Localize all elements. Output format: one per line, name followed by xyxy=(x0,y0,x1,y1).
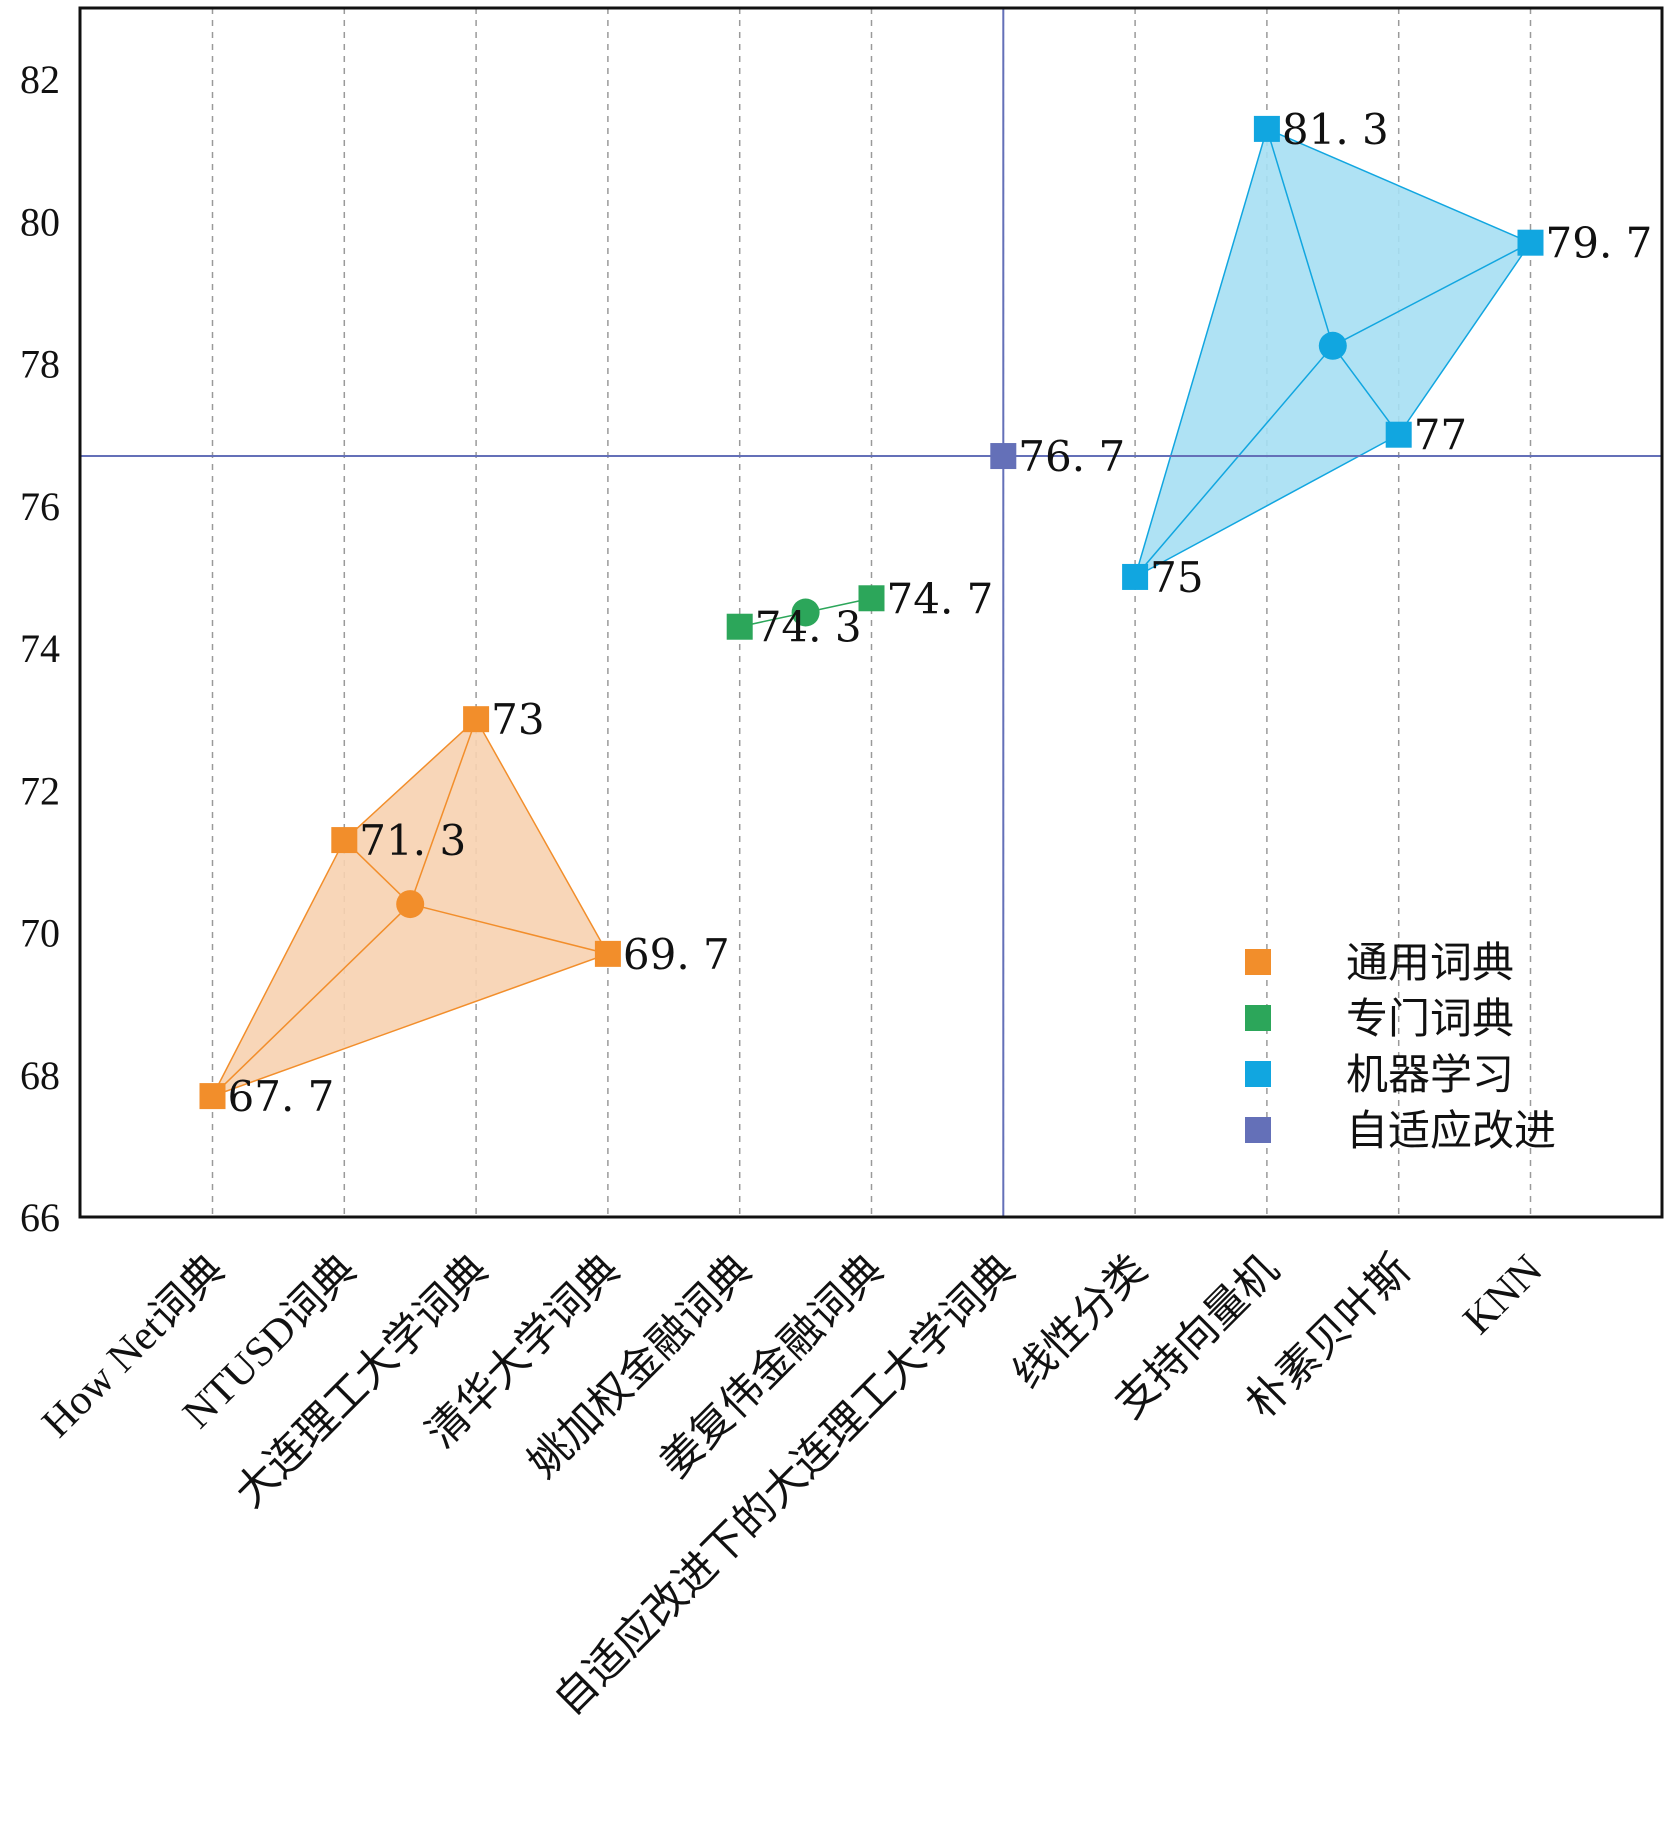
legend-label: 通用词典 xyxy=(1346,938,1514,987)
data-point-marker xyxy=(1385,421,1412,448)
data-point-marker xyxy=(594,940,621,967)
y-axis-tick-labels: 66 68 70 72 74 76 78 80 82 xyxy=(20,57,60,1240)
centroid-spoke xyxy=(1134,345,1334,578)
y-tick-label: 66 xyxy=(20,1195,60,1240)
x-tick-label: 大连理工大学词典 xyxy=(226,1246,497,1517)
centroid-marker xyxy=(396,890,425,919)
centroid-spoke xyxy=(409,718,477,905)
centroid-marker xyxy=(791,598,820,627)
legend-swatch xyxy=(1245,1061,1271,1087)
y-tick-label: 76 xyxy=(20,484,60,529)
data-label: 76. 7 xyxy=(1018,432,1125,481)
data-label: 73 xyxy=(491,695,544,744)
plot-frame xyxy=(78,6,1664,1219)
centroid-spoke xyxy=(211,903,411,1097)
legend-swatch xyxy=(1245,949,1271,975)
data-labels: 67. 7 71. 3 73 69. 7 74. 3 74. 7 75 81. 3 77 79. … xyxy=(228,105,1653,1121)
data-markers xyxy=(199,115,1544,1110)
data-point-marker xyxy=(1253,115,1280,142)
data-point-marker xyxy=(199,1083,226,1110)
data-label: 77 xyxy=(1414,411,1467,460)
y-tick-label: 70 xyxy=(20,911,60,956)
data-point-marker xyxy=(463,706,490,733)
y-tick-label: 68 xyxy=(20,1053,60,1098)
centroid-marker xyxy=(1318,331,1347,360)
legend-label: 机器学习 xyxy=(1346,1050,1514,1099)
data-label: 67. 7 xyxy=(228,1072,335,1121)
data-label: 74. 7 xyxy=(887,574,994,623)
y-tick-label: 74 xyxy=(20,626,60,671)
data-label: 75 xyxy=(1150,553,1203,602)
data-point-marker xyxy=(331,827,358,854)
data-label: 71. 3 xyxy=(359,816,466,865)
data-point-marker xyxy=(1122,563,1149,590)
data-label: 74. 3 xyxy=(755,603,862,652)
x-tick-label: 姚加权金融词典 xyxy=(520,1246,761,1487)
data-point-marker xyxy=(726,613,753,640)
data-label: 69. 7 xyxy=(623,930,730,979)
data-label: 79. 7 xyxy=(1546,219,1653,268)
legend-label: 自适应改进 xyxy=(1346,1106,1556,1155)
x-axis-tick-labels: How Net词典NTUSD词典大连理工大学词典清华大学词典姚加权金融词典姜复伟… xyxy=(34,1246,1552,1725)
legend-swatch xyxy=(1245,1117,1271,1143)
y-tick-label: 80 xyxy=(20,199,60,244)
data-point-marker xyxy=(858,585,885,612)
x-tick-label: KNN xyxy=(1455,1247,1552,1344)
y-tick-label: 82 xyxy=(20,57,60,102)
legend-swatch xyxy=(1245,1005,1271,1031)
y-tick-label: 78 xyxy=(20,342,60,387)
reference-lines xyxy=(80,8,1662,1217)
x-tick-label: 自适应改进下的大连理工大学词典 xyxy=(546,1246,1025,1725)
legend-label: 专门词典 xyxy=(1346,994,1514,1043)
data-label: 81. 3 xyxy=(1282,105,1389,154)
centroid-spoke xyxy=(1332,242,1531,347)
x-tick-label: 姜复伟金融词典 xyxy=(651,1246,892,1487)
y-tick-label: 72 xyxy=(20,768,60,813)
centroid-spoke xyxy=(1332,345,1400,436)
centroid-spoke xyxy=(1266,128,1334,347)
centroid-spoke xyxy=(410,903,609,955)
data-point-marker xyxy=(1517,229,1544,256)
data-point-marker xyxy=(990,443,1017,470)
